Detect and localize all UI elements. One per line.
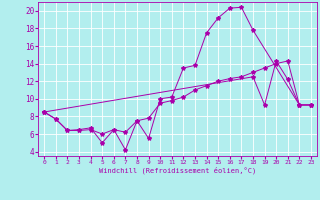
X-axis label: Windchill (Refroidissement éolien,°C): Windchill (Refroidissement éolien,°C) [99,167,256,174]
